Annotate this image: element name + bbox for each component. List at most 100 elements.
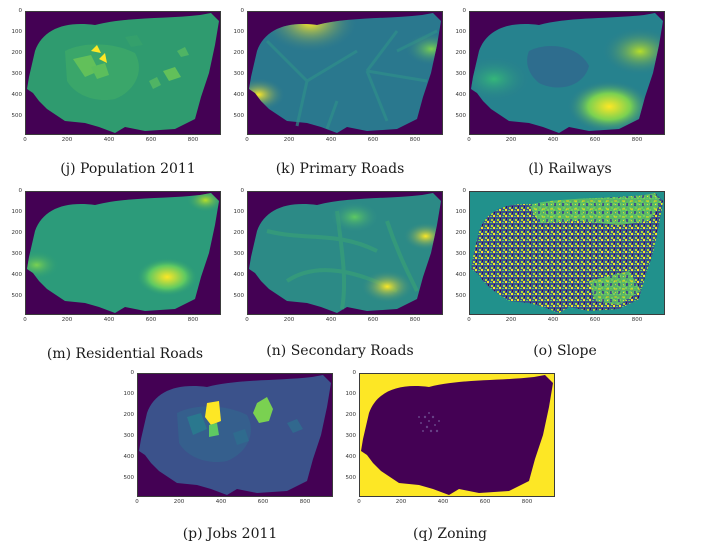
- primary-roads-map-image: [249, 13, 441, 133]
- caption-zoning: (q) Zoning: [413, 526, 487, 542]
- zoning-ytick: 200: [345, 412, 357, 418]
- primary-roads-ytick: 100: [233, 29, 245, 35]
- secondary-roads-xtick: 0: [245, 317, 249, 323]
- slope-xtick: 400: [547, 317, 559, 323]
- residential-roads-ytick: 500: [11, 293, 23, 299]
- jobs-2011-xtick: 600: [257, 499, 269, 505]
- secondary-roads-map-image: [249, 193, 441, 313]
- primary-roads-ytick: 300: [233, 71, 245, 77]
- railways-ytick: 300: [455, 71, 467, 77]
- zoning-map: [359, 373, 555, 497]
- caption-secondary-roads: (n) Secondary Roads: [266, 343, 414, 359]
- primary-roads-map: [247, 11, 443, 135]
- railways-xtick: 200: [505, 137, 517, 143]
- railways-xtick: 400: [547, 137, 559, 143]
- railways-ytick: 0: [462, 8, 467, 14]
- secondary-roads-ytick: 500: [233, 293, 245, 299]
- secondary-roads-ytick: 200: [233, 230, 245, 236]
- residential-roads-xtick: 600: [145, 317, 157, 323]
- residential-roads-map: [25, 191, 221, 315]
- zoning-ytick: 0: [352, 370, 357, 376]
- slope-xtick: 200: [505, 317, 517, 323]
- slope-ytick: 0: [462, 188, 467, 194]
- population-2011-map: [25, 11, 221, 135]
- railways-xtick: 800: [631, 137, 643, 143]
- zoning-ytick: 300: [345, 433, 357, 439]
- zoning-xtick: 600: [479, 499, 491, 505]
- zoning-xtick: 200: [395, 499, 407, 505]
- zoning-xtick: 0: [357, 499, 361, 505]
- population-2011-ytick: 400: [11, 92, 23, 98]
- population-2011-ytick: 300: [11, 71, 23, 77]
- primary-roads-xtick: 200: [283, 137, 295, 143]
- slope-ytick: 200: [455, 230, 467, 236]
- jobs-2011-xtick: 800: [299, 499, 311, 505]
- caption-slope: (o) Slope: [533, 343, 597, 359]
- population-2011-ytick: 200: [11, 50, 23, 56]
- secondary-roads-ytick: 0: [240, 188, 245, 194]
- secondary-roads-ytick: 300: [233, 251, 245, 257]
- slope-xtick: 0: [467, 317, 471, 323]
- slope-xtick: 800: [631, 317, 643, 323]
- residential-roads-xtick: 200: [61, 317, 73, 323]
- zoning-ytick: 400: [345, 454, 357, 460]
- zoning-ytick: 100: [345, 391, 357, 397]
- secondary-roads-xtick: 800: [409, 317, 421, 323]
- population-2011-xtick: 800: [187, 137, 199, 143]
- slope-map-image: [471, 193, 663, 313]
- population-2011-xtick: 0: [23, 137, 27, 143]
- slope-ytick: 100: [455, 209, 467, 215]
- caption-jobs-2011: (p) Jobs 2011: [182, 526, 278, 542]
- secondary-roads-xtick: 600: [367, 317, 379, 323]
- jobs-2011-ytick: 0: [130, 370, 135, 376]
- population-2011-ytick: 500: [11, 113, 23, 119]
- jobs-2011-xtick: 200: [173, 499, 185, 505]
- residential-roads-ytick: 300: [11, 251, 23, 257]
- secondary-roads-xtick: 200: [283, 317, 295, 323]
- caption-primary-roads: (k) Primary Roads: [275, 161, 405, 177]
- jobs-2011-xtick: 400: [215, 499, 227, 505]
- railways-ytick: 200: [455, 50, 467, 56]
- population-2011-xtick: 400: [103, 137, 115, 143]
- railways-map: [469, 11, 665, 135]
- railways-xtick: 0: [467, 137, 471, 143]
- secondary-roads-ytick: 100: [233, 209, 245, 215]
- residential-roads-ytick: 200: [11, 230, 23, 236]
- residential-roads-ytick: 100: [11, 209, 23, 215]
- primary-roads-ytick: 400: [233, 92, 245, 98]
- jobs-2011-ytick: 300: [123, 433, 135, 439]
- zoning-ytick: 500: [345, 475, 357, 481]
- residential-roads-ytick: 0: [18, 188, 23, 194]
- zoning-xtick: 400: [437, 499, 449, 505]
- caption-residential-roads: (m) Residential Roads: [46, 346, 204, 362]
- secondary-roads-xtick: 400: [325, 317, 337, 323]
- railways-map-image: [471, 13, 663, 133]
- secondary-roads-ytick: 400: [233, 272, 245, 278]
- slope-ytick: 300: [455, 251, 467, 257]
- slope-ytick: 400: [455, 272, 467, 278]
- primary-roads-xtick: 600: [367, 137, 379, 143]
- population-2011-xtick: 600: [145, 137, 157, 143]
- jobs-2011-ytick: 400: [123, 454, 135, 460]
- slope-ytick: 500: [455, 293, 467, 299]
- caption-railways: (l) Railways: [528, 161, 612, 177]
- residential-roads-map-image: [27, 193, 219, 313]
- jobs-2011-map-image: [139, 375, 331, 495]
- railways-ytick: 100: [455, 29, 467, 35]
- residential-roads-ytick: 400: [11, 272, 23, 278]
- jobs-2011-ytick: 500: [123, 475, 135, 481]
- primary-roads-xtick: 0: [245, 137, 249, 143]
- slope-map: [469, 191, 665, 315]
- jobs-2011-map: [137, 373, 333, 497]
- primary-roads-xtick: 800: [409, 137, 421, 143]
- railways-ytick: 400: [455, 92, 467, 98]
- primary-roads-xtick: 400: [325, 137, 337, 143]
- residential-roads-xtick: 400: [103, 317, 115, 323]
- jobs-2011-ytick: 100: [123, 391, 135, 397]
- railways-ytick: 500: [455, 113, 467, 119]
- population-2011-map-image: [27, 13, 219, 133]
- zoning-xtick: 800: [521, 499, 533, 505]
- jobs-2011-xtick: 0: [135, 499, 139, 505]
- primary-roads-ytick: 0: [240, 8, 245, 14]
- primary-roads-ytick: 500: [233, 113, 245, 119]
